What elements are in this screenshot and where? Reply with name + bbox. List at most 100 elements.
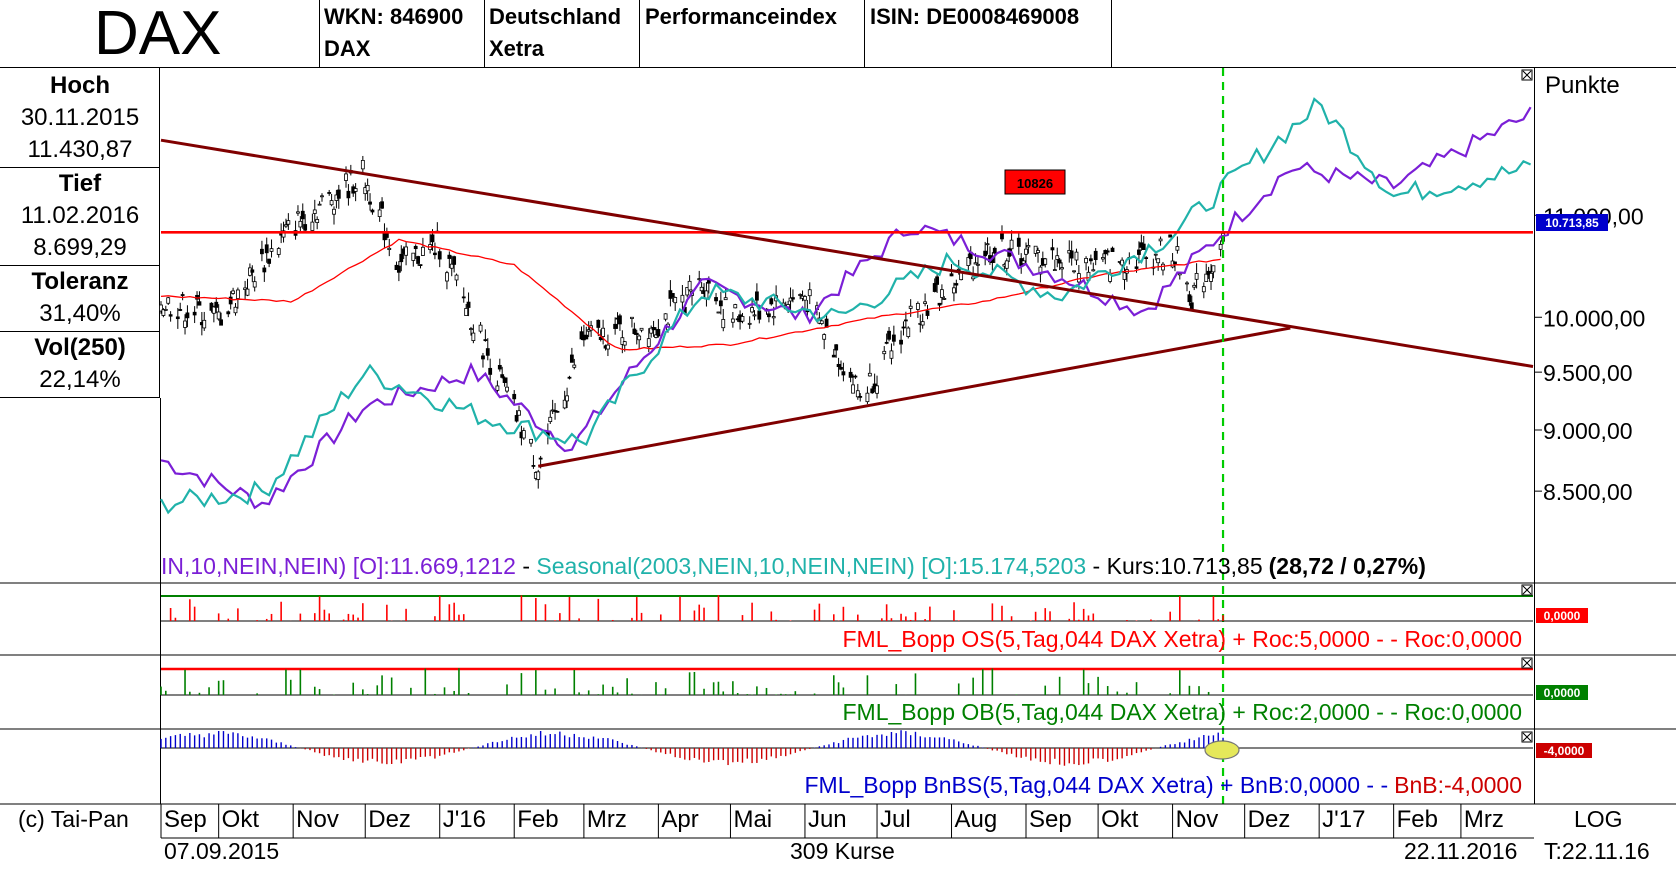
price-candle — [1060, 267, 1064, 270]
price-candle — [1158, 238, 1163, 242]
seasonal-purple-line — [160, 106, 1532, 510]
price-candle — [925, 310, 930, 316]
price-candle — [673, 297, 678, 304]
sidebar-divider — [0, 331, 160, 332]
price-candle — [1218, 244, 1223, 250]
close-icon[interactable] — [1521, 69, 1533, 81]
os-badge: 0,0000 — [1544, 609, 1581, 623]
price-candle — [952, 287, 956, 294]
month-label: Okt — [221, 806, 259, 833]
price-candle — [312, 209, 317, 214]
instrument-name: DAX — [324, 36, 371, 61]
month-label: J'16 — [442, 806, 486, 833]
price-candle — [769, 298, 774, 305]
price-candle — [1187, 294, 1192, 303]
month-label: Okt — [1101, 806, 1139, 833]
price-candle — [884, 341, 889, 344]
price-candle — [630, 316, 634, 319]
price-candle — [584, 334, 589, 340]
price-candle — [1043, 258, 1048, 265]
price-candle — [1004, 260, 1009, 269]
high-label: Hoch — [50, 72, 110, 99]
price-candle — [421, 246, 425, 256]
wkn-label: WKN: 846900 — [324, 4, 464, 29]
y-tick-label: 8.500,00 — [1543, 479, 1633, 505]
ob-badge-box — [1536, 685, 1588, 700]
price-candle — [985, 243, 990, 246]
low-date: 11.02.2016 — [20, 202, 140, 229]
price-candle — [1091, 269, 1096, 272]
header-divider — [639, 0, 640, 68]
high-date: 30.11.2015 — [20, 104, 140, 131]
month-label: Sep — [164, 806, 207, 833]
price-candle — [718, 300, 723, 307]
price-candle — [517, 410, 521, 416]
price-candle — [1204, 273, 1209, 282]
price-candle — [937, 302, 942, 306]
price-candle — [250, 269, 255, 273]
price-candle — [906, 327, 911, 337]
price-candle — [219, 319, 223, 326]
price-candle — [1185, 282, 1189, 285]
price-candle — [252, 281, 257, 288]
end-date: 22.11.2016 — [1404, 838, 1518, 864]
price-candle — [752, 314, 757, 317]
price-candle — [445, 272, 449, 282]
price-candle — [202, 319, 207, 329]
month-label: Jul — [880, 806, 911, 833]
legend-teal: Seasonal(2003,NEIN,10,NEIN,NEIN) [O]:15.… — [536, 553, 1086, 579]
sidebar-divider — [0, 167, 160, 168]
price-candle — [891, 334, 896, 342]
sidebar-border — [160, 398, 161, 804]
price-candle — [1189, 302, 1194, 310]
price-candle — [889, 350, 894, 359]
price-candle — [269, 248, 274, 252]
price-candle — [260, 248, 264, 255]
price-candle — [413, 245, 418, 250]
price-candle — [264, 244, 269, 254]
month-label: Dez — [1247, 806, 1291, 833]
price-candle — [418, 264, 423, 267]
price-candle — [875, 385, 879, 394]
close-icon[interactable] — [1521, 584, 1533, 596]
price-candle — [1050, 247, 1055, 251]
price-candle — [973, 262, 978, 265]
price-candle — [620, 337, 625, 345]
price-candle — [1016, 237, 1021, 247]
price-candle — [1194, 273, 1199, 280]
close-icon[interactable] — [1521, 731, 1533, 743]
price-candle — [267, 258, 272, 264]
last-price-badge-box — [1536, 214, 1608, 231]
month-label: Aug — [954, 806, 998, 833]
price-candle — [983, 250, 988, 257]
price-candle — [663, 313, 668, 320]
price-candle — [538, 457, 543, 460]
price-candle — [183, 320, 187, 328]
price-candle — [1033, 245, 1038, 254]
price-candle — [226, 311, 231, 315]
legend-separator: - — [516, 553, 536, 579]
price-candle — [175, 316, 180, 320]
price-candle — [1084, 257, 1088, 264]
price-candle — [447, 254, 452, 259]
price-candle — [276, 248, 281, 255]
price-candle — [750, 307, 754, 313]
ob-indicator-label: FML_Bopp OB(5,Tag,044 DAX Xetra) + Roc:2… — [843, 699, 1523, 725]
month-label: Jun — [807, 806, 847, 833]
price-candle — [1110, 247, 1115, 252]
month-label: Dez — [368, 806, 411, 833]
price-candle — [488, 367, 493, 375]
sidebar-divider — [0, 265, 160, 266]
price-candle — [159, 304, 163, 312]
price-candle — [634, 332, 639, 335]
price-candle — [1134, 266, 1139, 269]
price-candle — [1144, 257, 1149, 259]
os-badge-box — [1536, 608, 1588, 623]
price-candle — [500, 374, 505, 378]
resistance-label: 10826 — [1017, 176, 1053, 191]
price-candle — [505, 386, 509, 392]
high-value: 11.430,87 — [27, 136, 133, 163]
price-candle — [1021, 260, 1026, 265]
price-candle — [466, 301, 471, 308]
close-icon[interactable] — [1521, 657, 1533, 669]
